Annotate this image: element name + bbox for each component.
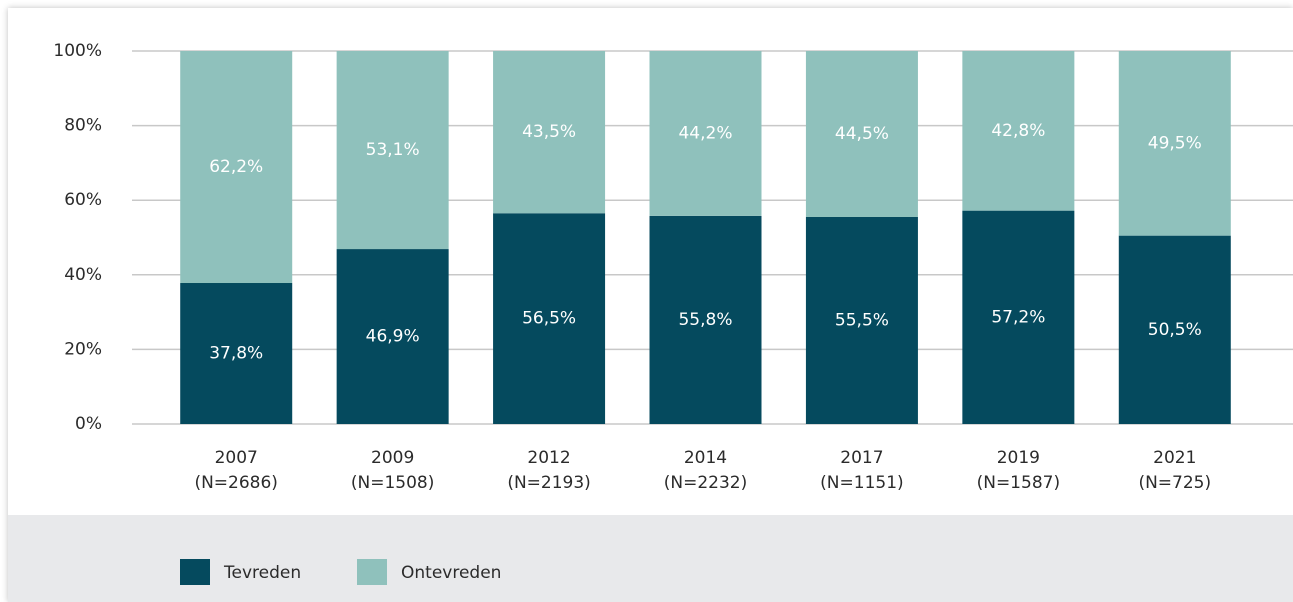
y-tick-label: 20%	[64, 339, 102, 359]
x-tick-label: 2014 (N=2232)	[663, 448, 748, 493]
x-tick-label: 2019 (N=1587)	[976, 448, 1061, 493]
data-label: 44,2%	[678, 123, 732, 143]
data-label: 55,8%	[678, 310, 732, 330]
y-tick-label: 80%	[64, 116, 102, 136]
bar-segment	[493, 51, 606, 214]
bar-segment	[1118, 235, 1231, 424]
data-label: 49,5%	[1148, 133, 1202, 153]
legend-label: Ontevreden	[401, 563, 501, 583]
bar-segment	[336, 249, 449, 424]
bar-segment	[493, 213, 606, 424]
data-label: 55,5%	[835, 310, 889, 330]
bar-segment	[805, 216, 918, 424]
data-label: 53,1%	[366, 140, 420, 160]
legend-swatch	[357, 559, 387, 585]
data-label: 57,2%	[991, 307, 1045, 327]
y-tick-label: 60%	[64, 190, 102, 210]
y-tick-label: 0%	[75, 414, 102, 434]
y-tick-label: 40%	[64, 265, 102, 285]
data-label: 37,8%	[209, 344, 263, 364]
data-label: 43,5%	[522, 122, 576, 142]
bar-segment	[805, 51, 918, 217]
legend-band	[8, 515, 1293, 602]
bar-segment	[649, 51, 762, 216]
bar-segment	[180, 283, 293, 424]
x-tick-label: 2017 (N=1151)	[820, 448, 904, 493]
x-tick-label: 2021 (N=725)	[1138, 448, 1212, 493]
x-tick-label: 2012 (N=2193)	[507, 448, 591, 493]
legend-swatch	[180, 559, 210, 585]
y-tick-label: 100%	[53, 41, 102, 61]
bar-segment	[962, 210, 1075, 424]
x-tick-label: 2007 (N=2686)	[194, 448, 278, 493]
data-label: 46,9%	[366, 327, 420, 347]
x-tick-label: 2009 (N=1508)	[350, 448, 435, 493]
data-label: 44,5%	[835, 124, 889, 144]
legend-label: Tevreden	[223, 563, 301, 583]
bar-segment	[336, 51, 449, 250]
bar-segment	[649, 215, 762, 424]
bar-segment	[180, 51, 293, 284]
bar-segment	[962, 51, 1075, 211]
data-label: 56,5%	[522, 309, 576, 329]
data-label: 42,8%	[991, 121, 1045, 141]
data-label: 50,5%	[1148, 320, 1202, 340]
data-label: 62,2%	[209, 157, 263, 177]
bar-segment	[1118, 51, 1231, 236]
